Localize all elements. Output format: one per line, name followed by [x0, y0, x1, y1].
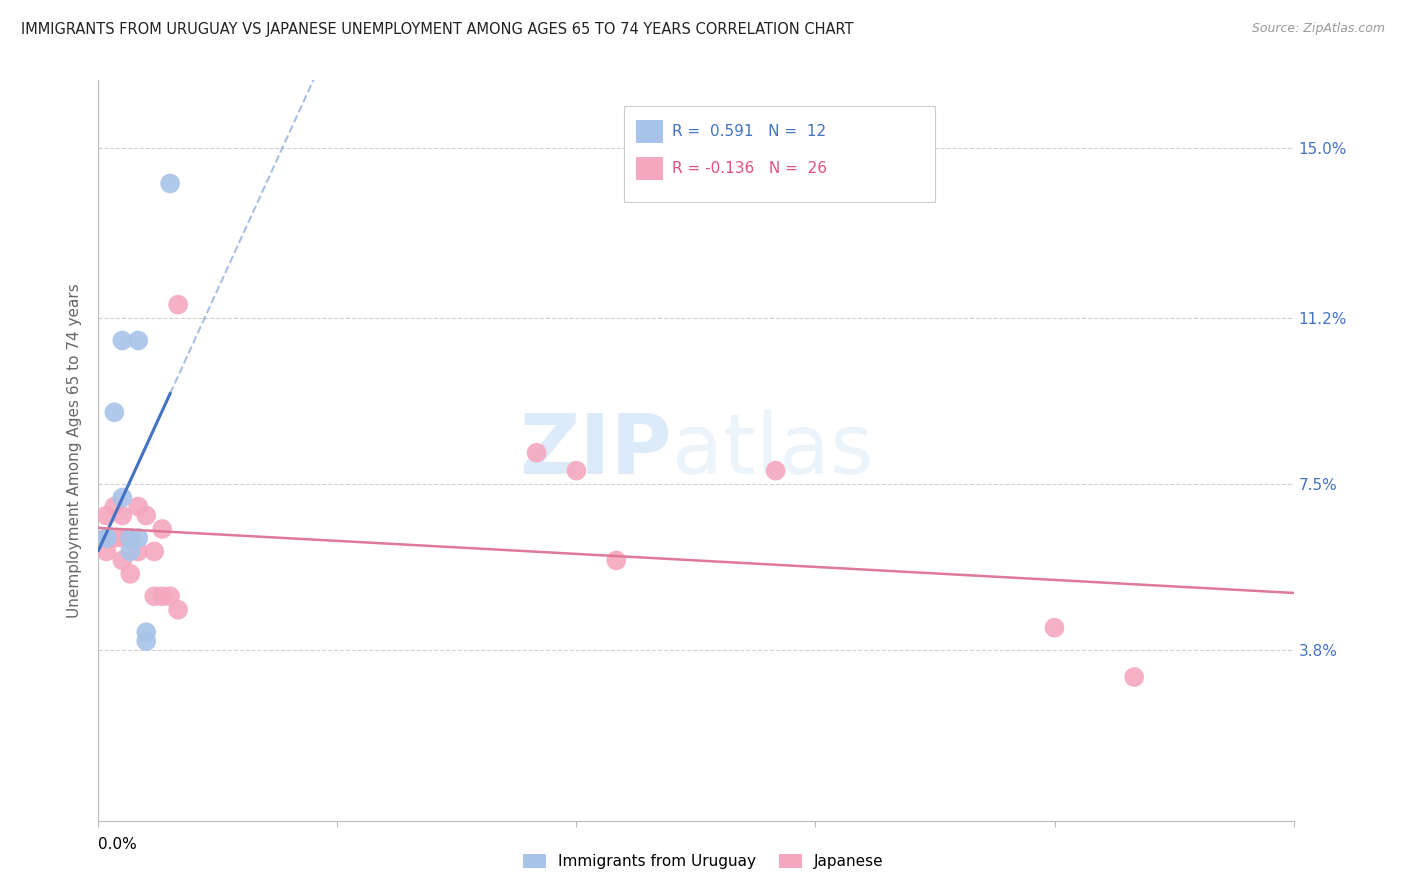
Point [120, 531, 142, 545]
Point [765, 464, 787, 478]
Text: R = -0.136   N =  26: R = -0.136 N = 26 [672, 161, 827, 176]
Point [127, 334, 149, 348]
Point [159, 177, 181, 191]
Text: ZIP: ZIP [520, 410, 672, 491]
Point [605, 553, 627, 567]
Text: Source: ZipAtlas.com: Source: ZipAtlas.com [1251, 22, 1385, 36]
Point [111, 553, 134, 567]
Point [150, 522, 173, 536]
Point [103, 500, 125, 514]
Text: R =  0.591   N =  12: R = 0.591 N = 12 [672, 124, 827, 139]
Point [111, 508, 134, 523]
Legend: Immigrants from Uruguay, Japanese: Immigrants from Uruguay, Japanese [516, 848, 890, 875]
Y-axis label: Unemployment Among Ages 65 to 74 years: Unemployment Among Ages 65 to 74 years [67, 283, 83, 618]
Point [127, 531, 149, 545]
Point [159, 589, 181, 603]
Point [120, 544, 142, 558]
Point [103, 531, 125, 545]
Point [96, 508, 118, 523]
Point [565, 464, 588, 478]
Text: IMMIGRANTS FROM URUGUAY VS JAPANESE UNEMPLOYMENT AMONG AGES 65 TO 74 YEARS CORRE: IMMIGRANTS FROM URUGUAY VS JAPANESE UNEM… [21, 22, 853, 37]
Point [96, 531, 118, 545]
Text: 0.0%: 0.0% [98, 837, 138, 852]
Point [1123, 670, 1146, 684]
Point [103, 405, 125, 419]
Text: atlas: atlas [672, 410, 873, 491]
Point [120, 531, 142, 545]
Point [111, 334, 134, 348]
Point [143, 544, 166, 558]
Point [135, 625, 157, 640]
Bar [637, 156, 662, 180]
Point [167, 298, 190, 312]
Point [135, 508, 157, 523]
Point [143, 589, 166, 603]
Point [96, 544, 118, 558]
Point [1043, 621, 1066, 635]
Point [127, 500, 149, 514]
Point [111, 491, 134, 505]
Point [135, 634, 157, 648]
Point [120, 566, 142, 581]
Point [150, 589, 173, 603]
Bar [637, 120, 662, 144]
Point [96, 531, 118, 545]
Point [96, 531, 118, 545]
FancyBboxPatch shape [624, 106, 935, 202]
Point [111, 531, 134, 545]
Point [526, 446, 548, 460]
Point [167, 603, 190, 617]
Point [127, 544, 149, 558]
